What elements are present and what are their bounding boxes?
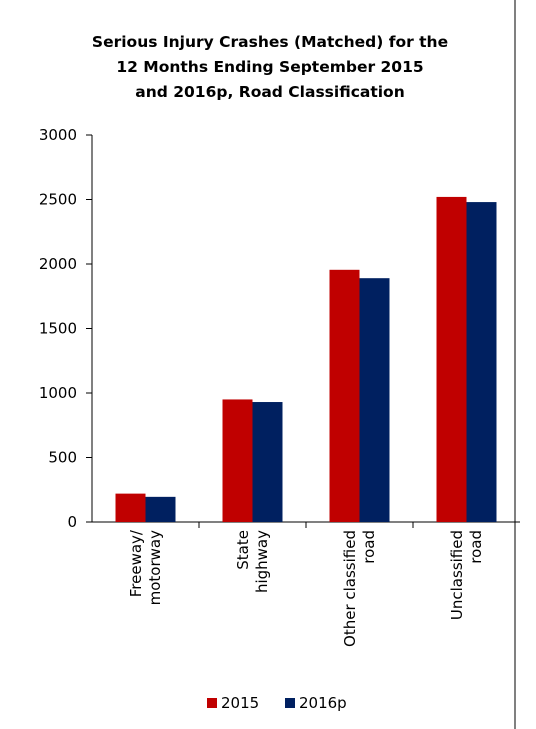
bar-2015 [222,399,253,522]
y-tick-label: 1000 [39,384,77,402]
category-label-line: road [360,530,378,564]
chart-title-line-3: and 2016p, Road Classification [135,83,405,101]
category-label-line: State [234,530,252,570]
bar-2015 [115,493,146,522]
category-label: State highway [234,530,271,593]
y-tick-label: 0 [67,513,77,531]
bar-2015 [436,196,467,523]
category-label: Freeway/motorway [127,529,164,605]
category-label: Unclassified road [448,530,485,620]
bar-2016p [252,402,283,522]
legend-label-2016p: 2016p [299,694,347,712]
y-tick-label: 2500 [39,191,77,209]
bar-2016p [145,496,176,522]
y-tick-label: 3000 [39,126,77,144]
chart-title-line-1: Serious Injury Crashes (Matched) for the [91,33,449,51]
category-label: Other classified road [341,530,378,647]
legend-label-2015: 2015 [221,694,259,712]
y-tick-label: 2000 [39,255,77,273]
chart-title-line-2: 12 Months Ending September 2015 [116,58,424,76]
y-tick-label: 1500 [39,320,77,338]
bar-2016p [466,202,497,522]
bar-2016p [359,278,390,522]
category-label-line: road [467,530,485,564]
category-label-line: Unclassified [448,530,466,620]
legend-swatch-2015 [207,698,217,708]
category-label-line: Other classified [341,530,359,647]
chart-title: Serious Injury Crashes (Matched) for the… [30,30,510,105]
y-tick-label: 500 [48,449,77,467]
category-label-line: Freeway/ [127,529,145,597]
legend-swatch-2016p [285,698,295,708]
category-label-line: motorway [146,530,164,605]
bar-2015 [329,269,360,522]
category-label-line: highway [253,530,271,593]
